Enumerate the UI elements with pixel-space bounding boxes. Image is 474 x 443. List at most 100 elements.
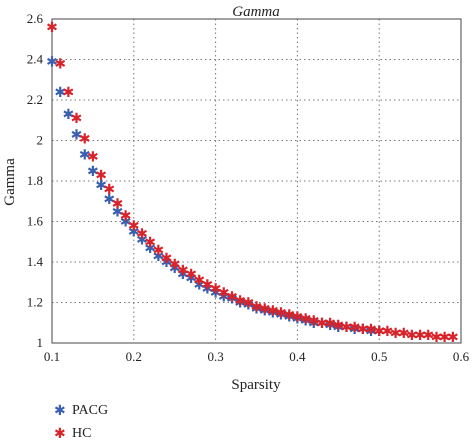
data-point-hc: ✱ <box>185 267 197 283</box>
data-point-hc: ✱ <box>177 263 189 279</box>
data-point-hc: ✱ <box>128 219 140 235</box>
data-point-pacg: ✱ <box>308 316 320 332</box>
data-point-hc: ✱ <box>357 322 369 338</box>
data-point-pacg: ✱ <box>234 296 246 312</box>
data-point-hc: ✱ <box>447 330 459 346</box>
data-point-hc: ✱ <box>103 182 115 198</box>
x-tick-label: 0.5 <box>371 349 387 364</box>
data-point-hc: ✱ <box>316 316 328 332</box>
data-point-hc: ✱ <box>439 330 451 346</box>
data-points: ✱✱✱✱✱✱✱✱✱✱✱✱✱✱✱✱✱✱✱✱✱✱✱✱✱✱✱✱✱✱✱✱✱✱✱✱✱✱✱✱… <box>46 20 459 346</box>
axis-ticks: 0.1 0.2 0.3 0.4 0.5 0.6 1 1.2 1.4 1.6 1.8 2 2.2 2.4 2.… <box>27 11 470 364</box>
data-point-hc: ✱ <box>431 330 443 346</box>
data-point-pacg: ✱ <box>95 178 107 194</box>
data-point-hc: ✱ <box>414 328 426 344</box>
y-axis-label: Gamma <box>2 158 18 206</box>
legend-marker-hc: ✱ <box>54 426 66 442</box>
data-point-hc: ✱ <box>112 196 124 212</box>
data-point-hc: ✱ <box>365 322 377 338</box>
data-point-hc: ✱ <box>210 281 222 297</box>
legend-marker-pacg: ✱ <box>54 403 66 419</box>
data-point-hc: ✱ <box>382 324 394 340</box>
data-point-pacg: ✱ <box>267 306 279 322</box>
data-point-hc: ✱ <box>259 302 271 318</box>
data-point-pacg: ✱ <box>202 281 214 297</box>
x-tick-label: 0.1 <box>44 349 60 364</box>
data-point-pacg: ✱ <box>341 320 353 336</box>
y-tick-label: 1.6 <box>27 214 44 229</box>
data-point-hc: ✱ <box>226 289 238 305</box>
data-point-hc: ✱ <box>136 227 148 243</box>
y-tick-label: 2 <box>37 133 44 148</box>
y-tick-label: 2.2 <box>27 92 43 107</box>
y-tick-label: 1.2 <box>27 295 43 310</box>
data-point-pacg: ✱ <box>185 271 197 287</box>
data-point-pacg: ✱ <box>71 127 83 143</box>
data-point-hc: ✱ <box>349 320 361 336</box>
data-point-hc: ✱ <box>341 320 353 336</box>
data-point-pacg: ✱ <box>373 324 385 340</box>
data-point-pacg: ✱ <box>226 291 238 307</box>
data-point-hc: ✱ <box>95 168 107 184</box>
data-point-pacg: ✱ <box>161 255 173 271</box>
x-tick-label: 0.6 <box>453 349 470 364</box>
y-tick-label: 2.6 <box>27 11 44 26</box>
y-tick-label: 1 <box>37 335 44 350</box>
data-point-pacg: ✱ <box>177 267 189 283</box>
data-point-hc: ✱ <box>120 208 132 224</box>
data-point-hc: ✱ <box>144 235 156 251</box>
data-point-pacg: ✱ <box>242 298 254 314</box>
x-axis-label: Sparsity <box>231 377 281 393</box>
data-point-pacg: ✱ <box>283 310 295 326</box>
x-tick-label: 0.3 <box>207 349 223 364</box>
data-point-hc: ✱ <box>283 308 295 324</box>
grid <box>52 19 461 343</box>
data-point-pacg: ✱ <box>87 164 99 180</box>
plot-frame <box>51 18 462 344</box>
legend: ✱ PACG ✱ HC <box>54 403 108 442</box>
data-point-pacg: ✱ <box>349 322 361 338</box>
data-point-pacg: ✱ <box>46 55 58 71</box>
data-point-hc: ✱ <box>422 328 434 344</box>
data-point-pacg: ✱ <box>62 107 74 123</box>
data-point-pacg: ✱ <box>54 85 66 101</box>
data-point-hc: ✱ <box>202 277 214 293</box>
data-point-hc: ✱ <box>300 312 312 328</box>
legend-label-pacg: PACG <box>72 403 108 418</box>
data-point-hc: ✱ <box>46 20 58 36</box>
data-point-hc: ✱ <box>332 318 344 334</box>
data-point-pacg: ✱ <box>218 289 230 305</box>
data-point-hc: ✱ <box>398 326 410 342</box>
data-point-pacg: ✱ <box>152 249 164 265</box>
series-pacg: ✱✱✱✱✱✱✱✱✱✱✱✱✱✱✱✱✱✱✱✱✱✱✱✱✱✱✱✱✱✱✱✱✱✱✱✱✱✱✱✱… <box>46 55 385 340</box>
x-tick-label: 0.2 <box>126 349 142 364</box>
data-point-pacg: ✱ <box>357 322 369 338</box>
chart-title: Gamma <box>232 4 280 20</box>
data-point-hc: ✱ <box>87 150 99 166</box>
data-point-hc: ✱ <box>169 257 181 273</box>
data-point-hc: ✱ <box>71 111 83 127</box>
data-point-pacg: ✱ <box>120 215 132 231</box>
data-point-hc: ✱ <box>308 314 320 330</box>
data-point-pacg: ✱ <box>169 261 181 277</box>
data-point-hc: ✱ <box>234 293 246 309</box>
data-point-hc: ✱ <box>218 285 230 301</box>
data-point-hc: ✱ <box>161 251 173 267</box>
data-point-pacg: ✱ <box>136 233 148 249</box>
data-point-hc: ✱ <box>324 316 336 332</box>
data-point-pacg: ✱ <box>251 302 263 318</box>
data-point-hc: ✱ <box>79 131 91 147</box>
data-point-pacg: ✱ <box>128 225 140 241</box>
data-point-pacg: ✱ <box>292 312 304 328</box>
data-point-pacg: ✱ <box>365 324 377 340</box>
data-point-pacg: ✱ <box>103 192 115 208</box>
data-point-pacg: ✱ <box>324 318 336 334</box>
data-point-hc: ✱ <box>54 57 66 73</box>
y-tick-label: 2.4 <box>27 52 44 67</box>
data-point-pacg: ✱ <box>259 304 271 320</box>
data-point-hc: ✱ <box>390 326 402 342</box>
data-point-hc: ✱ <box>275 306 287 322</box>
data-point-hc: ✱ <box>292 310 304 326</box>
series-hc: ✱✱✱✱✱✱✱✱✱✱✱✱✱✱✱✱✱✱✱✱✱✱✱✱✱✱✱✱✱✱✱✱✱✱✱✱✱✱✱✱… <box>46 20 459 346</box>
